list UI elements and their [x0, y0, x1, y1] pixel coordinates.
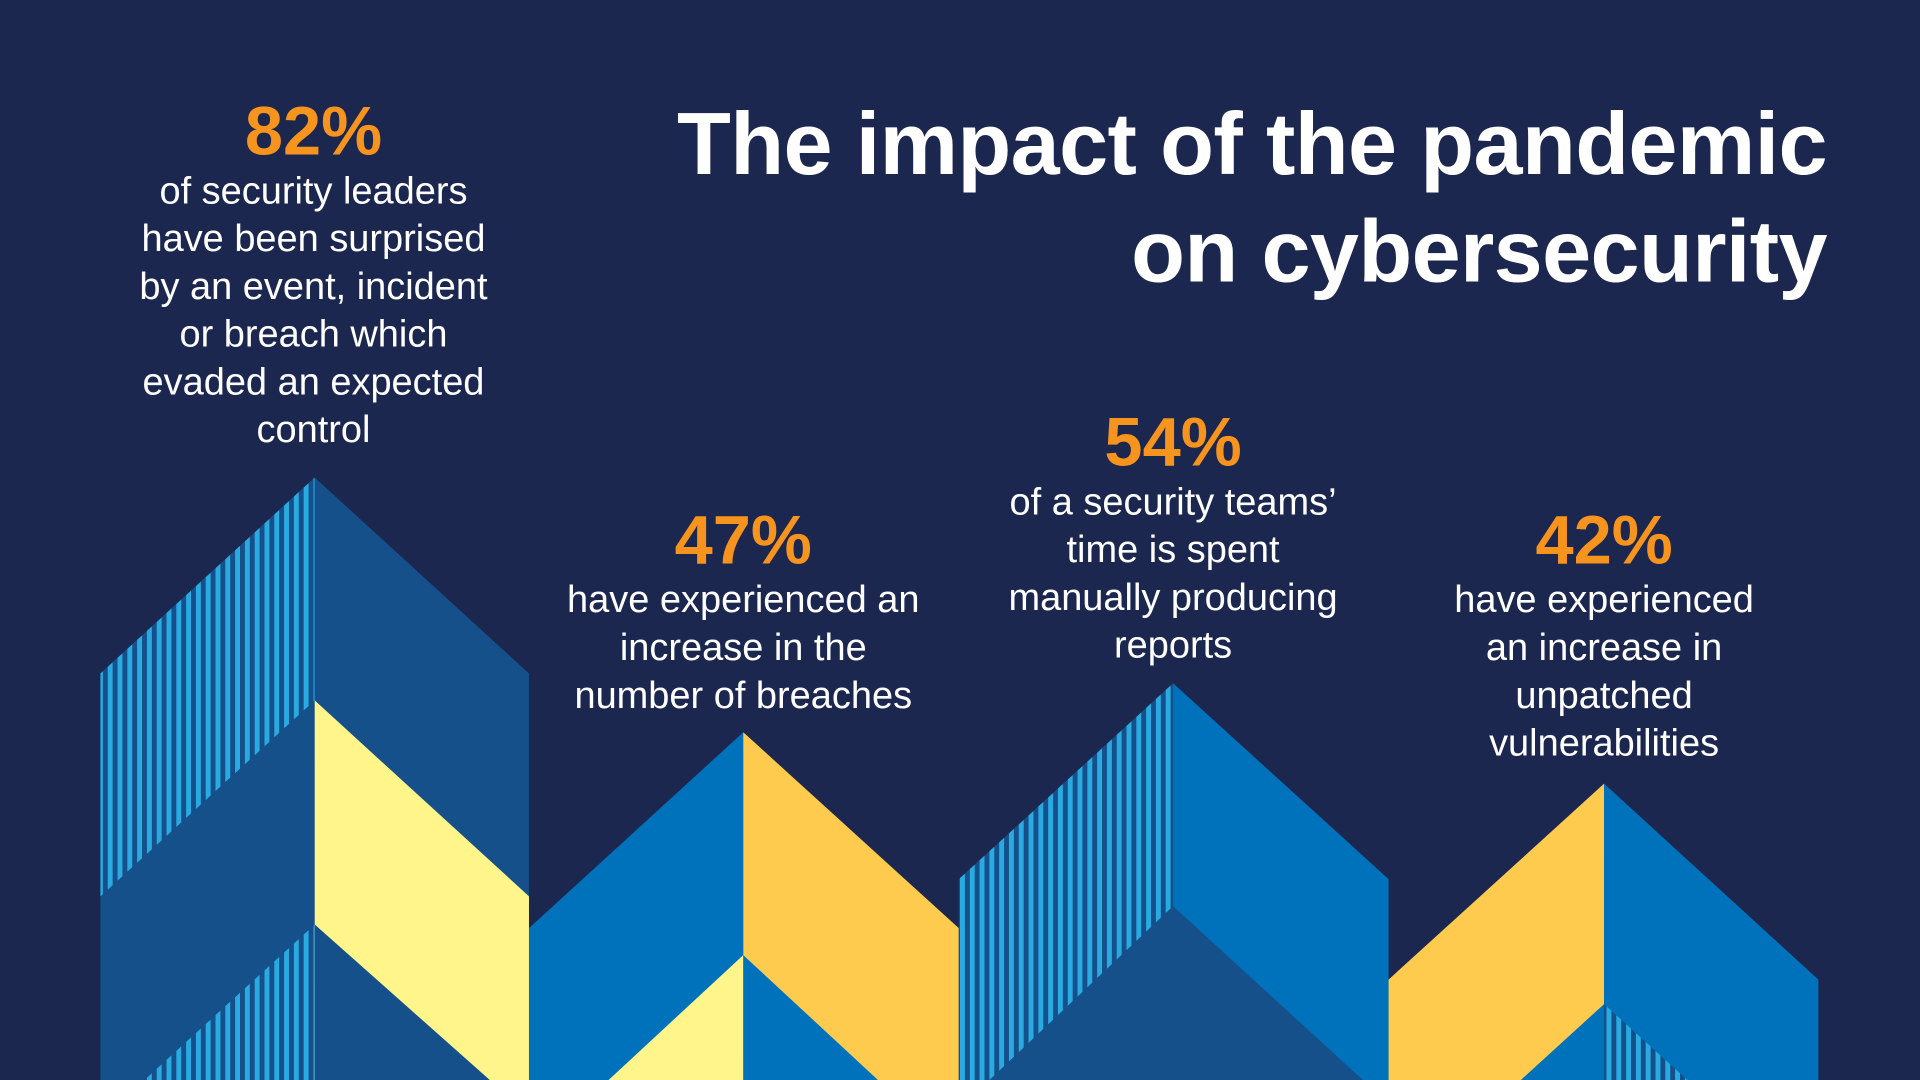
desc-line: increase in the [619, 625, 867, 669]
desc-line: number of breaches [574, 673, 913, 717]
desc-line: have been surprised [141, 216, 486, 260]
stat-description: of security leaders have been surprised … [105, 167, 521, 454]
page-title: The impact of the pandemic on cybersecur… [676, 91, 1828, 307]
desc-line: of security leaders [159, 168, 468, 212]
desc-line: have experienced an [567, 577, 920, 621]
stat-block-54: 54% of a security teams’ time is spent m… [965, 402, 1381, 669]
desc-line: manually producing [1008, 575, 1338, 619]
desc-line: unpatched [1515, 673, 1693, 717]
building-3 [958, 683, 1389, 1080]
stat-value: 47% [674, 500, 812, 578]
stat-description: of a security teams’ time is spent manua… [965, 478, 1381, 669]
stat-block-47: 47% have experienced an increase in the … [535, 504, 951, 718]
desc-line: time is spent [1066, 527, 1280, 571]
desc-line: an increase in [1485, 625, 1723, 669]
desc-line: or breach which [179, 312, 448, 356]
stat-value: 42% [1535, 500, 1673, 578]
building-4 [1388, 783, 1819, 1080]
desc-line: by an event, incident [139, 264, 488, 308]
building-1 [100, 477, 529, 1080]
stat-description: have experienced an increase in the numb… [535, 576, 951, 719]
building-2 [528, 732, 959, 1080]
desc-line: of a security teams’ [1009, 480, 1337, 523]
desc-line: vulnerabilities [1489, 721, 1720, 765]
stat-value: 54% [1104, 402, 1242, 481]
desc-line: reports [1113, 623, 1233, 667]
desc-line: control [256, 407, 371, 451]
title-line-1: The impact of the pandemic [676, 95, 1828, 194]
title-line-2: on cybersecurity [1131, 203, 1827, 302]
stat-description: have experienced an increase in unpatche… [1396, 576, 1812, 767]
desc-line: evaded an expected [142, 360, 485, 403]
stat-block-82: 82% of security leaders have been surpri… [105, 91, 521, 454]
stat-value: 82% [244, 91, 383, 169]
stat-block-42: 42% have experienced an increase in unpa… [1396, 504, 1812, 766]
desc-line: have experienced [1454, 577, 1754, 621]
